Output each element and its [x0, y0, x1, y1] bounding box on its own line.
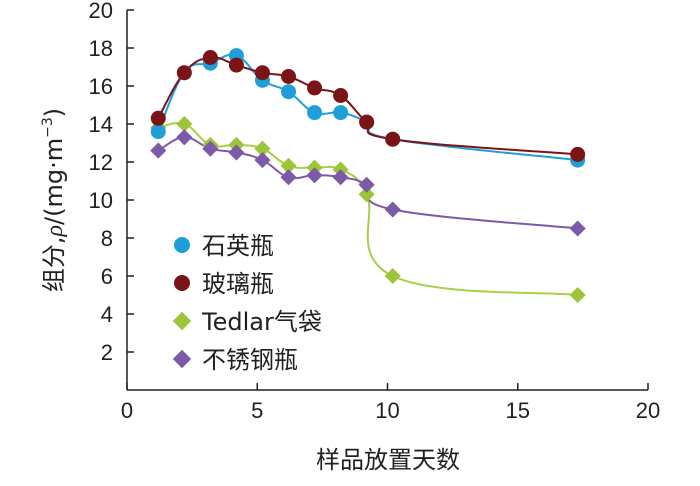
legend-label-2: Tedlar气袋: [201, 308, 322, 336]
series-0-point-6: [307, 105, 323, 121]
series-2-point-10: [569, 286, 586, 304]
series-markers: [150, 48, 586, 304]
series-3-point-8: [358, 176, 375, 193]
legend-marker-0: [174, 237, 190, 253]
series-3-point-2: [202, 140, 219, 157]
series-3-point-7: [332, 169, 349, 186]
series-1-point-3: [228, 57, 244, 73]
x-tick-label-20: 20: [636, 398, 660, 423]
series-2-point-4: [254, 140, 271, 157]
y-axis-title-main: 组分,: [40, 236, 68, 292]
y-tick-label-2: 2: [101, 340, 113, 365]
series-1-point-1: [176, 65, 192, 81]
legend-marker-2: [172, 311, 192, 331]
y-tick-label-4: 4: [101, 302, 113, 327]
series-3-point-3: [228, 144, 245, 161]
legend-marker-3: [172, 349, 192, 369]
series-3-point-4: [254, 152, 271, 169]
legend-label-0: 石英瓶: [202, 232, 274, 260]
x-tick-label-15: 15: [506, 398, 530, 423]
series-3-point-9: [384, 201, 401, 218]
series-2-point-1: [176, 115, 193, 133]
series-2-point-8: [358, 186, 375, 203]
y-axis-title-rho: ρ: [42, 225, 68, 238]
x-tick-label-10: 10: [375, 398, 399, 423]
series-line-1: [157, 56, 578, 156]
y-tick-label-18: 18: [89, 36, 113, 61]
series-line-0: [157, 53, 578, 162]
series-3-point-0: [150, 142, 167, 159]
series-1-point-6: [307, 80, 323, 96]
x-tick-label-0: 0: [121, 398, 133, 423]
series-1-point-9: [385, 131, 401, 147]
y-tick-label-14: 14: [89, 112, 113, 137]
legend-marker-1: [174, 275, 190, 291]
x-axis-title: 样品放置天数: [316, 446, 460, 474]
series-3-point-5: [280, 169, 297, 186]
series-2-point-5: [280, 157, 297, 174]
series-1-point-0: [150, 110, 166, 126]
y-axis-title-unit: /(mg·m: [40, 138, 68, 225]
series-1-point-2: [202, 50, 218, 65]
x-tick-label-5: 5: [251, 398, 263, 423]
series-0-point-0: [150, 124, 166, 140]
ticks: [126, 9, 649, 390]
y-tick-label-16: 16: [89, 74, 113, 99]
y-axis-title-exponent: −3: [40, 117, 56, 138]
y-tick-label-10: 10: [89, 188, 113, 213]
series-0-point-5: [281, 84, 297, 100]
y-tick-label-20: 20: [89, 0, 113, 23]
series-3-point-1: [176, 129, 193, 146]
y-axis-title: 组分,ρ/(mg·m−3): [40, 108, 68, 292]
y-tick-label-12: 12: [89, 150, 113, 175]
legend-label-1: 玻璃瓶: [202, 270, 274, 298]
tick-labels: 0 5 10 15 20 2 4 6 8 10 12 14 16 18 20: [89, 0, 661, 423]
series-0-point-7: [333, 105, 349, 121]
series-1-point-8: [359, 114, 375, 130]
series-1-point-5: [281, 69, 297, 84]
y-tick-label-8: 8: [101, 226, 113, 251]
series-3-point-10: [569, 220, 586, 237]
y-tick-label-6: 6: [101, 264, 113, 289]
series-3-point-6: [306, 167, 323, 184]
y-axis-title-close: ): [40, 108, 68, 117]
series-1-point-10: [570, 146, 586, 162]
series-1-point-7: [333, 88, 349, 103]
series-2-point-9: [384, 267, 401, 285]
legend-label-3: 不锈钢瓶: [202, 346, 298, 374]
series-1-point-4: [254, 65, 270, 81]
